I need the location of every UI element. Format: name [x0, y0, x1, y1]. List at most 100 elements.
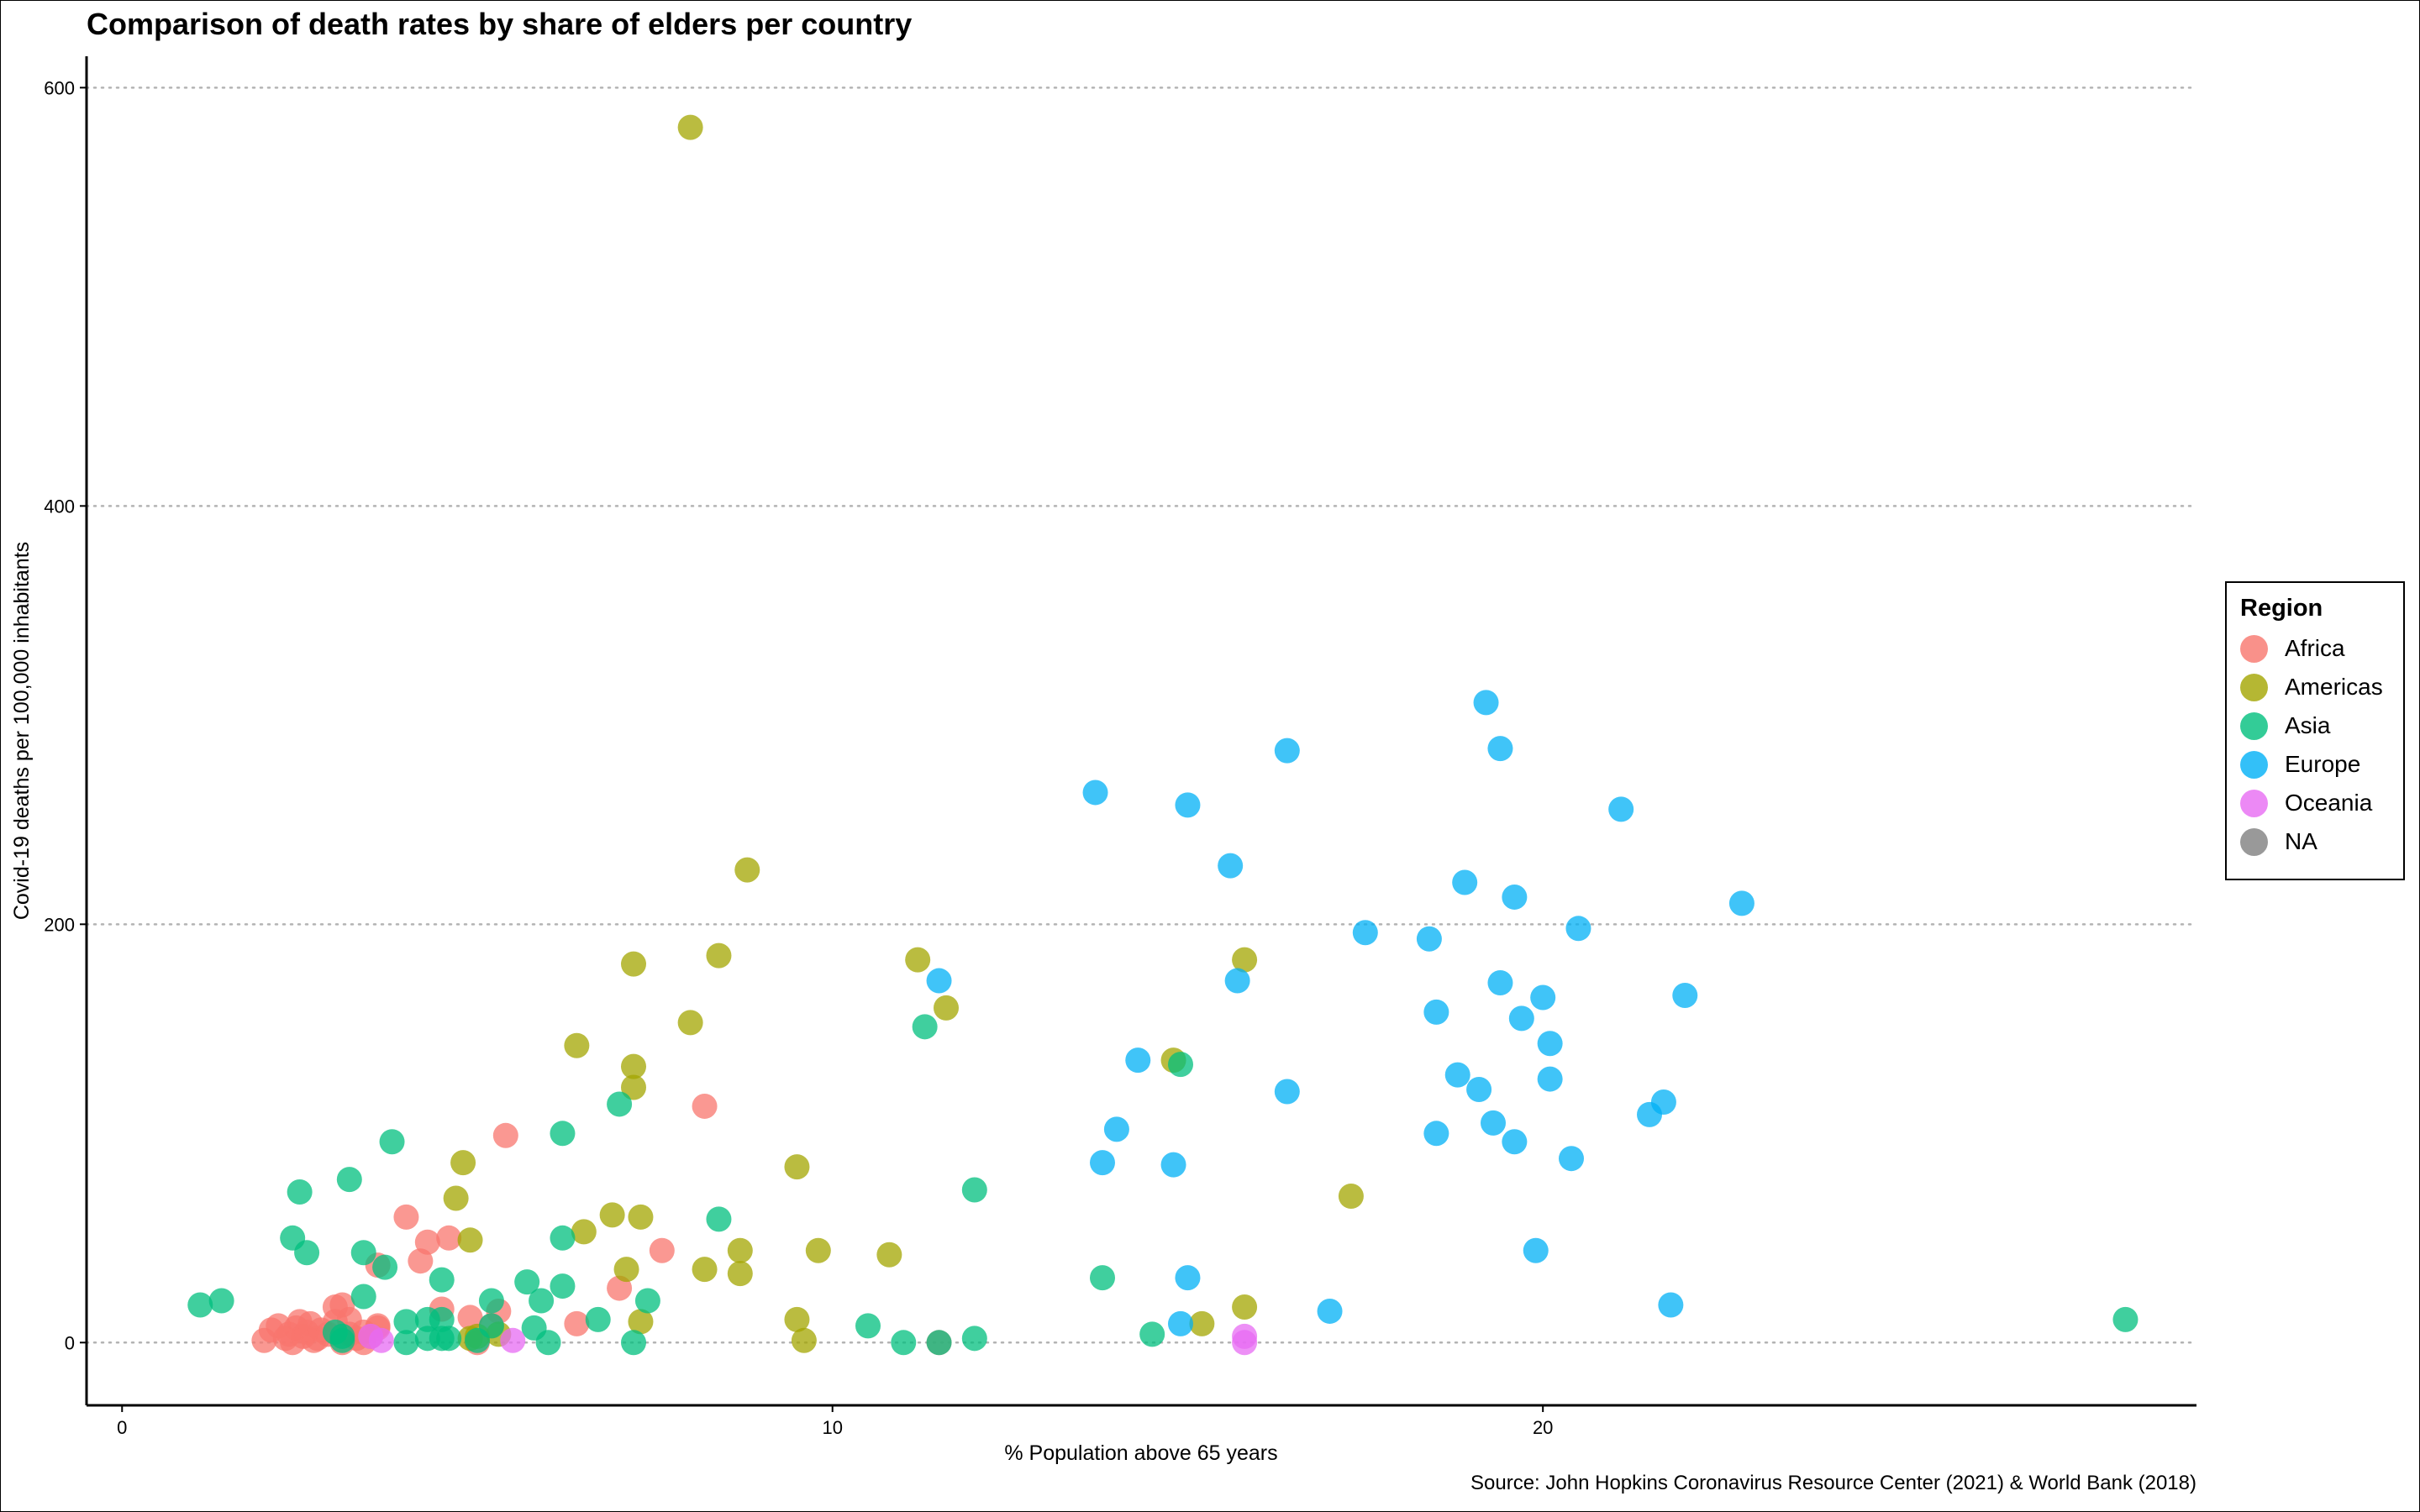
legend-item-africa: Africa	[2240, 632, 2345, 665]
legend-item-americas: Americas	[2240, 670, 2383, 704]
chart-caption: Source: John Hopkins Coronavirus Resourc…	[1470, 1472, 2196, 1494]
data-point-europe	[1537, 1031, 1563, 1057]
data-point-asia	[1168, 1052, 1193, 1078]
data-point-americas	[934, 995, 959, 1021]
data-point-americas	[876, 1242, 902, 1268]
data-point-americas	[628, 1309, 654, 1335]
data-point-asia	[208, 1288, 234, 1314]
data-point-asia	[1090, 1265, 1115, 1291]
data-point-europe	[1274, 1079, 1300, 1105]
data-point-asia	[961, 1326, 987, 1352]
data-point-asia	[287, 1179, 313, 1205]
data-point-europe	[1218, 853, 1244, 879]
legend-label: Europe	[2285, 751, 2361, 777]
data-point-americas	[1189, 1310, 1215, 1336]
legend-item-asia: Asia	[2240, 709, 2330, 743]
data-point-americas	[784, 1154, 810, 1180]
data-point-americas	[1232, 947, 1258, 973]
data-point-americas	[805, 1237, 831, 1263]
legend-swatch-na	[2240, 827, 2268, 856]
data-point-europe	[1466, 1077, 1492, 1103]
legend-label: Americas	[2285, 674, 2383, 700]
y-tick-label: 400	[44, 496, 75, 517]
y-tick-label: 600	[44, 77, 75, 98]
data-point-asia	[926, 1330, 952, 1356]
data-point-africa	[414, 1229, 440, 1255]
data-point-asia	[350, 1240, 376, 1266]
legend-label: NA	[2285, 828, 2317, 854]
legend-swatch-americas	[2240, 673, 2268, 701]
data-point-europe	[1160, 1152, 1186, 1178]
legend-title: Region	[2240, 595, 2323, 622]
data-point-asia	[535, 1330, 561, 1356]
data-point-africa	[649, 1237, 675, 1263]
data-point-asia	[478, 1313, 504, 1339]
data-point-europe	[1530, 984, 1556, 1011]
legend-label: Oceania	[2285, 790, 2373, 816]
data-point-asia	[393, 1309, 419, 1335]
data-point-asia	[372, 1254, 398, 1280]
data-point-americas	[1338, 1184, 1364, 1210]
data-point-europe	[1565, 916, 1591, 942]
data-point-europe	[1416, 926, 1442, 952]
data-point-africa	[564, 1310, 590, 1336]
data-point-africa	[692, 1093, 718, 1119]
data-point-africa	[436, 1225, 462, 1251]
data-point-asia	[1139, 1321, 1165, 1347]
legend-swatch-europe	[2240, 750, 2268, 779]
data-point-asia	[550, 1225, 576, 1251]
legend-swatch-oceania	[2240, 789, 2268, 817]
y-tick-label: 200	[44, 914, 75, 935]
data-point-asia	[621, 1330, 646, 1356]
x-tick-label: 10	[822, 1417, 842, 1438]
data-point-oceania	[368, 1327, 394, 1353]
legend-label: Africa	[2285, 635, 2345, 661]
legend-item-europe: Europe	[2240, 748, 2360, 781]
legend-item-oceania: Oceania	[2240, 786, 2372, 820]
data-point-europe	[1175, 1265, 1201, 1291]
data-points	[187, 114, 2139, 1356]
data-point-americas	[791, 1327, 817, 1353]
data-point-asia	[529, 1288, 555, 1314]
data-point-americas	[1232, 1294, 1258, 1320]
data-point-europe	[1728, 890, 1754, 916]
data-point-americas	[677, 114, 703, 140]
data-point-americas	[621, 1053, 646, 1079]
data-point-europe	[1224, 968, 1250, 994]
data-point-americas	[599, 1202, 625, 1228]
data-point-americas	[621, 951, 646, 977]
data-point-americas	[571, 1219, 597, 1245]
y-axis-label: Covid-19 deaths per 100,000 inhabitants	[10, 542, 34, 920]
data-point-americas	[905, 947, 931, 973]
data-point-asia	[514, 1269, 540, 1295]
data-point-europe	[1452, 869, 1478, 895]
data-point-asia	[350, 1284, 376, 1310]
data-point-asia	[379, 1129, 405, 1155]
data-point-europe	[1487, 970, 1513, 996]
data-point-europe	[1352, 920, 1378, 946]
data-point-europe	[1608, 796, 1634, 822]
legend-swatch-asia	[2240, 711, 2268, 740]
legend-label: Asia	[2285, 712, 2331, 738]
x-ticks: 0 10 20	[117, 1405, 1553, 1438]
data-point-europe	[1090, 1150, 1115, 1176]
legend-swatch-africa	[2240, 634, 2268, 663]
data-point-europe	[1650, 1089, 1676, 1115]
data-point-africa	[492, 1122, 518, 1148]
data-point-asia	[607, 1091, 633, 1117]
data-point-asia	[393, 1330, 419, 1356]
data-point-asia	[336, 1167, 362, 1193]
data-point-europe	[1103, 1116, 1129, 1142]
data-point-americas	[613, 1257, 639, 1283]
data-point-europe	[1274, 738, 1300, 764]
data-point-asia	[329, 1323, 355, 1349]
data-point-europe	[1537, 1066, 1563, 1092]
data-point-europe	[1502, 1129, 1528, 1155]
data-point-americas	[443, 1185, 469, 1211]
chart-title: Comparison of death rates by share of el…	[87, 7, 913, 41]
data-point-oceania	[500, 1327, 526, 1353]
data-point-europe	[1481, 1110, 1506, 1136]
data-point-americas	[450, 1150, 476, 1176]
data-point-americas	[457, 1227, 483, 1253]
